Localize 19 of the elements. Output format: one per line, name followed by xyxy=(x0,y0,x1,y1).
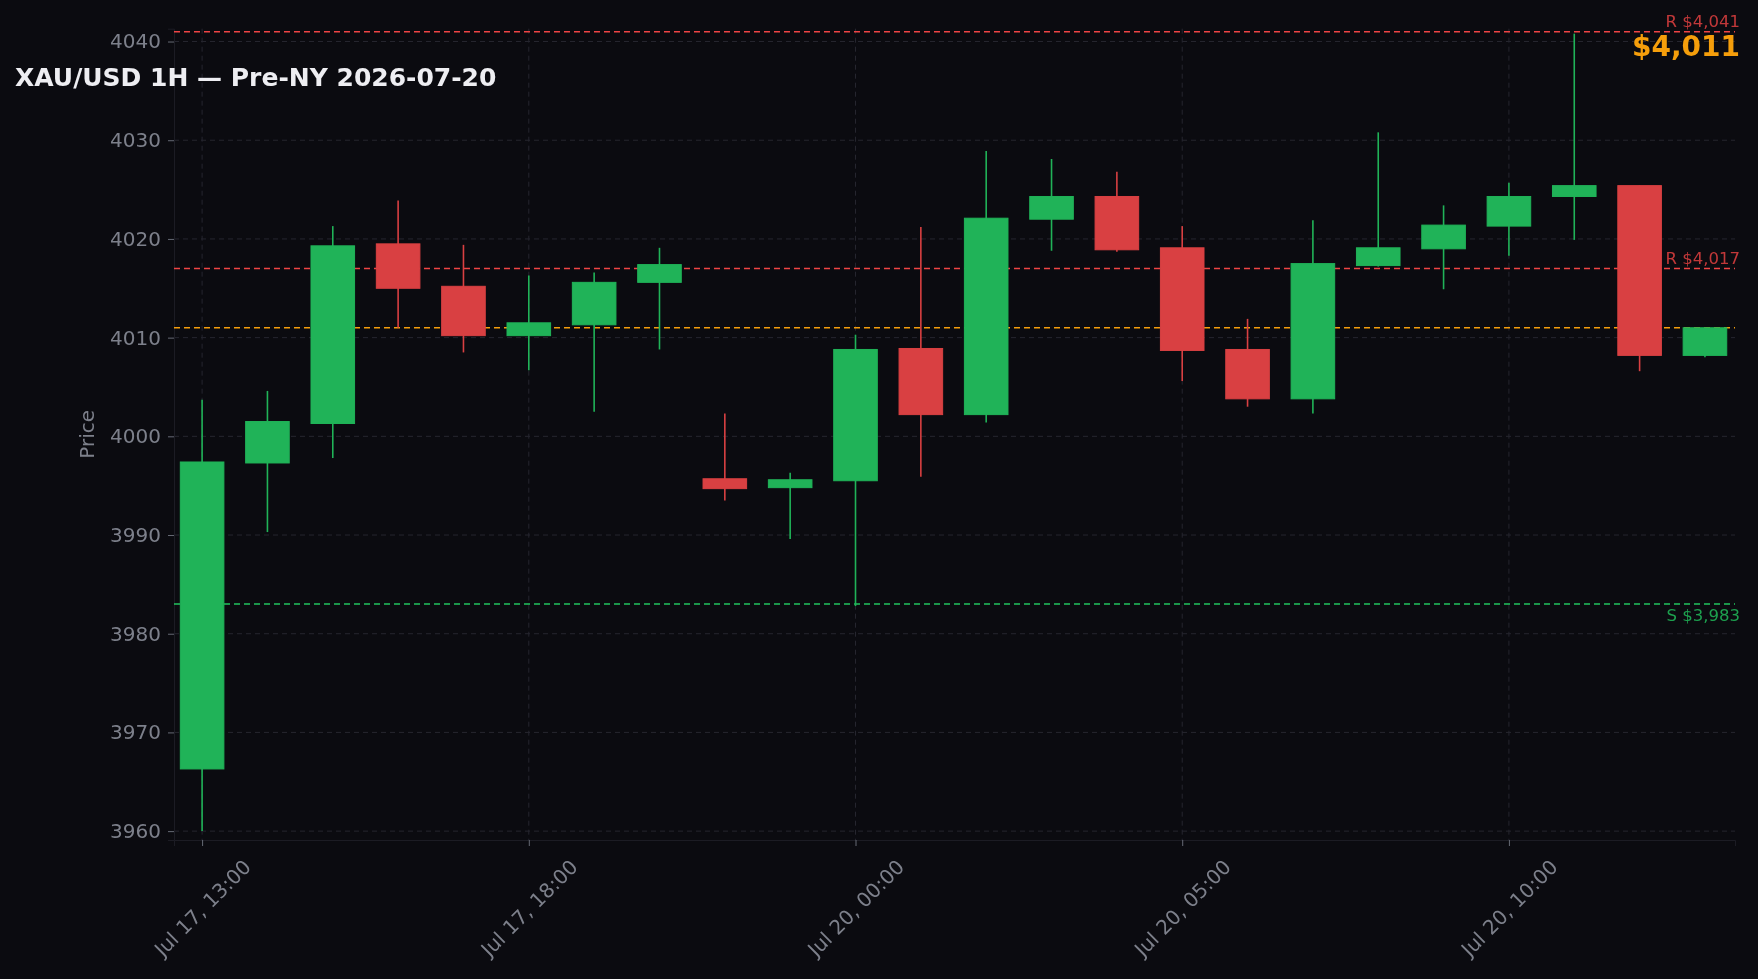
candlestick xyxy=(506,274,552,371)
y-axis-title: Price xyxy=(75,409,99,459)
ref-line-label: R $4,017 xyxy=(1665,248,1740,268)
ref-line-label: R $4,041 xyxy=(1665,11,1740,31)
y-tick-label: 4040 xyxy=(110,29,161,54)
ref-line-label: $4,011 xyxy=(1631,29,1740,63)
candlestick xyxy=(1551,32,1597,241)
y-tick-label: 3980 xyxy=(110,621,161,646)
y-tick-label: 4030 xyxy=(110,128,161,153)
y-tick-label: 3990 xyxy=(110,522,161,547)
y-tick-label: 4000 xyxy=(110,424,161,449)
y-tick-label: 4020 xyxy=(110,226,161,251)
text: XAU/USD 1H — Pre-NY 2026-07-20 xyxy=(15,63,497,92)
candlestick xyxy=(767,472,813,540)
y-tick-label: 3970 xyxy=(110,720,161,745)
candlestick xyxy=(702,412,748,502)
y-tick-label: 4010 xyxy=(110,325,161,350)
ref-line-label: S $3,983 xyxy=(1666,606,1740,626)
y-tick-label: 3960 xyxy=(110,819,161,844)
